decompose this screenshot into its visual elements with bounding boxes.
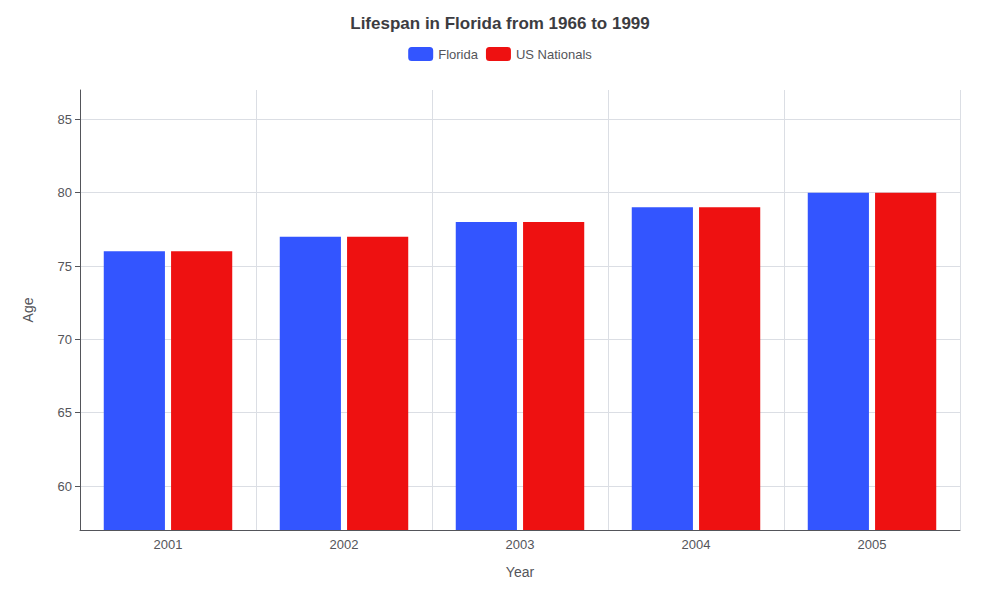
svg-text:80: 80 <box>58 185 72 200</box>
svg-text:65: 65 <box>58 405 72 420</box>
svg-text:2001: 2001 <box>154 537 183 552</box>
svg-text:Age: Age <box>20 297 36 322</box>
svg-text:Year: Year <box>506 564 535 580</box>
svg-text:60: 60 <box>58 479 72 494</box>
svg-text:85: 85 <box>58 112 72 127</box>
svg-text:70: 70 <box>58 332 72 347</box>
svg-text:2002: 2002 <box>330 537 359 552</box>
svg-text:US Nationals: US Nationals <box>516 47 592 62</box>
svg-text:2005: 2005 <box>858 537 887 552</box>
svg-text:Florida: Florida <box>438 47 479 62</box>
svg-text:2004: 2004 <box>682 537 711 552</box>
svg-text:75: 75 <box>58 259 72 274</box>
svg-text:Lifespan in Florida from 1966: Lifespan in Florida from 1966 to 1999 <box>350 14 649 33</box>
svg-text:2003: 2003 <box>506 537 535 552</box>
